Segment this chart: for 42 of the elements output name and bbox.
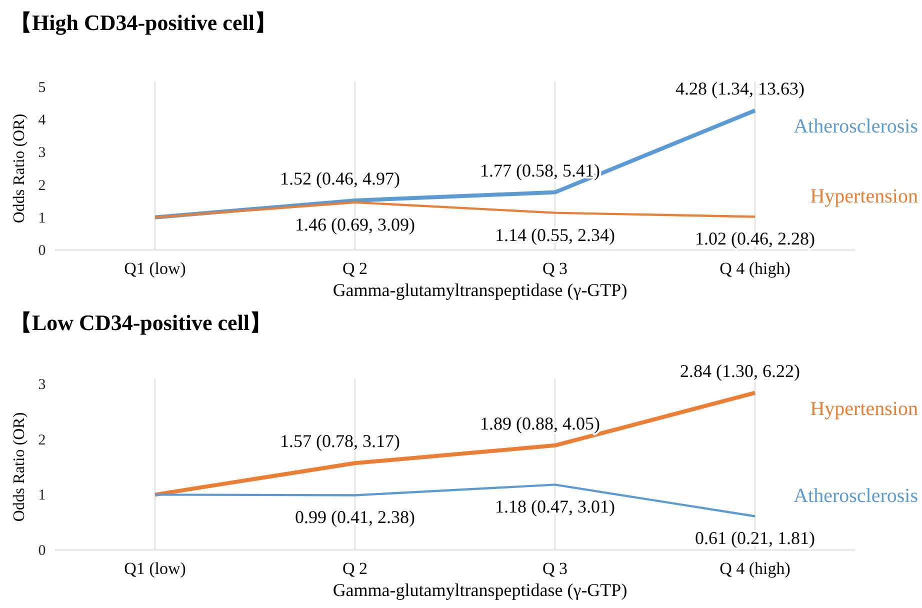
y-tick-label: 3 bbox=[38, 377, 46, 393]
data-label: 1.52 (0.46, 4.97) bbox=[280, 168, 400, 188]
x-axis-title: Gamma-glutamyltranspeptidase (γ-GTP) bbox=[332, 280, 628, 300]
x-tick-label: Q 2 bbox=[342, 559, 368, 578]
x-tick-label: Q 4 (high) bbox=[720, 259, 790, 278]
x-tick-label: Q 3 bbox=[542, 259, 568, 278]
chart-title: 【High CD34-positive cell】 bbox=[10, 10, 276, 35]
data-label: 0.99 (0.41, 2.38) bbox=[295, 507, 415, 528]
y-tick-label: 4 bbox=[38, 112, 46, 129]
chart-title: 【Low CD34-positive cell】 bbox=[10, 310, 272, 335]
data-label: 1.46 (0.69, 3.09) bbox=[295, 214, 415, 234]
text: Hypertension bbox=[810, 186, 918, 208]
x-tick-label: Q 3 bbox=[542, 559, 568, 578]
y-tick-label: 5 bbox=[38, 80, 46, 96]
data-label: 1.14 (0.55, 2.34) bbox=[495, 224, 615, 245]
x-tick-label: Q 4 (high) bbox=[720, 559, 790, 578]
y-tick-label: 1 bbox=[38, 210, 46, 226]
data-label: 1.89 (0.88, 4.05) bbox=[480, 413, 600, 434]
data-label: 1.02 (0.46, 2.28) bbox=[695, 228, 815, 249]
y-axis-title: Odds Ratio (OR) bbox=[11, 412, 28, 522]
data-label: 1.57 (0.78, 3.17) bbox=[280, 431, 400, 452]
series-label: Atherosclerosis bbox=[794, 485, 918, 508]
y-tick-label: 2 bbox=[38, 432, 46, 448]
data-label: 2.84 (1.30, 6.22) bbox=[680, 360, 800, 381]
data-label: 0.61 (0.21, 1.81) bbox=[695, 528, 815, 548]
y-tick-label: 2 bbox=[38, 178, 46, 194]
data-label: 4.28 (1.34, 13.63) bbox=[676, 78, 804, 98]
x-tick-label: Q1 (low) bbox=[124, 559, 186, 578]
y-tick-label: 1 bbox=[38, 488, 46, 504]
line-series bbox=[153, 390, 757, 497]
y-tick-label: 3 bbox=[38, 145, 46, 162]
series-label: Atherosclerosis bbox=[794, 115, 918, 138]
y-tick-label: 0 bbox=[38, 543, 46, 559]
text: Hypertension bbox=[810, 398, 918, 420]
data-label: 1.18 (0.47, 3.01) bbox=[495, 496, 615, 517]
y-tick-label: 0 bbox=[38, 243, 46, 259]
x-axis-title: Gamma-glutamyltranspeptidase (γ-GTP) bbox=[332, 580, 628, 600]
x-tick-label: Q1 (low) bbox=[124, 259, 186, 278]
line-series bbox=[154, 201, 756, 218]
x-tick-label: Q 2 bbox=[342, 259, 368, 278]
data-label: 1.77 (0.58, 5.41) bbox=[480, 160, 600, 180]
y-axis-title: Odds Ratio (OR) bbox=[11, 114, 28, 224]
